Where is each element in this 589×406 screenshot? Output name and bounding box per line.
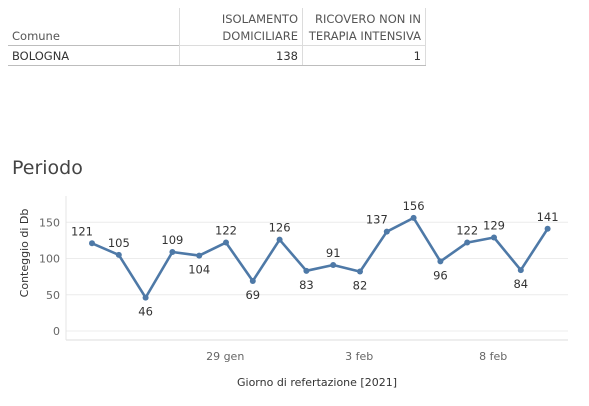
data-point[interactable] [169,248,176,255]
column-header-ricovero[interactable]: RICOVERO NON IN TERAPIA INTENSIVA [302,8,426,46]
cell-comune: BOLOGNA [8,45,180,66]
data-point[interactable] [491,234,497,241]
cell-isolamento: 138 [179,45,303,66]
data-point[interactable] [223,239,229,246]
column-header-ricovero-line-2: TERAPIA INTENSIVA [308,29,421,43]
data-label: 141 [537,210,559,224]
data-point[interactable] [464,239,471,246]
y-tick-label: 100 [39,253,60,266]
y-tick-label: 150 [39,216,60,229]
y-axis-title: Conteggio di Db [18,209,31,298]
data-points [89,214,551,301]
data-label: 84 [513,277,528,291]
summary-table: Comune ISOLAMENTO DOMICILIARE RICOVERO N… [8,8,426,66]
data-label: 109 [161,233,183,247]
data-label: 122 [456,224,478,238]
data-label: 126 [269,221,291,235]
column-header-ricovero-line-1: RICOVERO NON IN [315,12,421,26]
data-label: 156 [403,199,425,213]
data-point[interactable] [517,267,524,274]
data-point[interactable] [142,294,149,301]
data-label: 129 [483,218,505,232]
data-point[interactable] [276,236,283,243]
data-point[interactable] [544,225,551,232]
series-line[interactable] [91,216,549,299]
column-header-isolamento[interactable]: ISOLAMENTO DOMICILIARE [179,8,303,46]
data-labels: 121 105 46 109 104 122 69 126 83 91 82 137 156 96 122 1… [71,199,559,319]
data-point[interactable] [437,258,444,265]
data-label: 137 [366,213,388,227]
x-tick-label: 3 feb [345,350,373,363]
data-point[interactable] [115,251,122,258]
data-point[interactable] [303,267,310,274]
data-point[interactable] [410,214,417,221]
data-point[interactable] [89,240,95,247]
data-point[interactable] [249,277,256,284]
data-point[interactable] [330,262,337,269]
data-label: 69 [245,288,260,302]
x-axis-ticks: 29 gen 3 feb 8 feb [206,350,507,363]
data-label: 122 [215,224,237,238]
y-tick-label: 50 [46,289,60,302]
data-label: 83 [299,278,314,292]
data-point[interactable] [196,252,203,259]
y-axis-ticks: 0 50 100 150 [39,216,60,338]
cell-ricovero: 1 [302,45,426,66]
data-point[interactable] [383,228,390,235]
x-tick-label: 29 gen [206,350,244,363]
data-label: 96 [433,268,448,282]
x-axis-title: Giorno di refertazione [2021] [237,376,397,389]
data-label: 46 [138,305,153,319]
grid-layer [65,196,568,341]
data-label: 91 [326,246,341,260]
data-point[interactable] [357,268,363,275]
column-header-isolamento-line-1: ISOLAMENTO [221,12,298,26]
table-row[interactable]: BOLOGNA 138 1 [8,45,426,66]
y-tick-label: 0 [53,325,60,338]
chart-title: Periodo [12,157,83,179]
data-label: 82 [353,279,368,293]
data-label: 104 [188,263,210,277]
data-label: 121 [71,224,93,238]
x-tick-label: 8 feb [479,350,507,363]
table-header-row: Comune ISOLAMENTO DOMICILIARE RICOVERO N… [8,8,426,46]
column-header-isolamento-line-2: DOMICILIARE [222,29,298,43]
column-header-comune[interactable]: Comune [12,29,60,43]
data-label: 105 [108,236,130,250]
